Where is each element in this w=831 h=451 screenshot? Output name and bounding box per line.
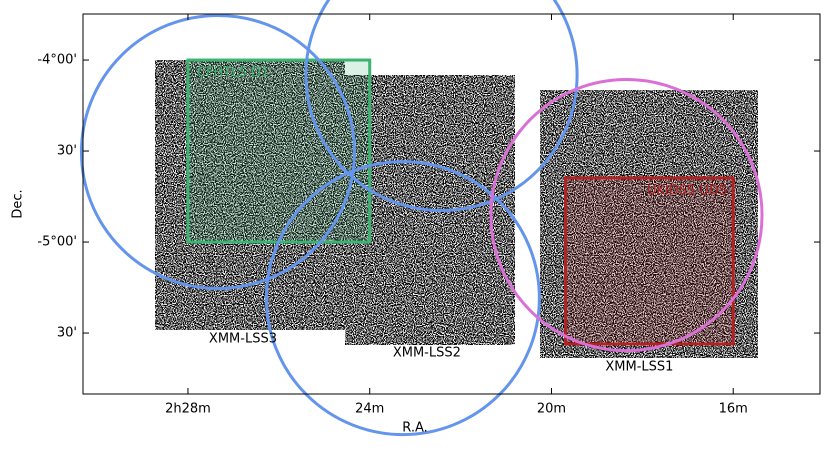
y-tick-label: -5°00' [37, 235, 77, 250]
field-label: CFHTLS D1 [197, 66, 269, 81]
field-box [186, 58, 372, 244]
field-circle [304, 0, 579, 213]
x-tick-label: 16m [719, 402, 748, 417]
field-circle [79, 13, 356, 290]
field-name: XMM-LSS2 [393, 346, 461, 361]
x-axis-label: R.A. [402, 421, 428, 436]
plot-frame [82, 13, 821, 395]
y-axis-label: Dec. [11, 189, 26, 218]
x-tick-label: 20m [537, 402, 566, 417]
field-name: XMM-LSS1 [605, 360, 673, 375]
x-tick-label: 2h28m [165, 402, 211, 417]
y-tick-label: 30' [57, 144, 77, 159]
field-circle [264, 160, 541, 437]
x-tick-label: 24m [355, 402, 384, 417]
y-tick-label: -4°00' [37, 53, 77, 68]
field-circle [489, 78, 764, 353]
field-name: XMM-LSS3 [209, 331, 277, 346]
field-box [564, 176, 735, 346]
field-label: UKIDSS UDS [647, 183, 727, 198]
y-tick-label: 30' [57, 326, 77, 341]
